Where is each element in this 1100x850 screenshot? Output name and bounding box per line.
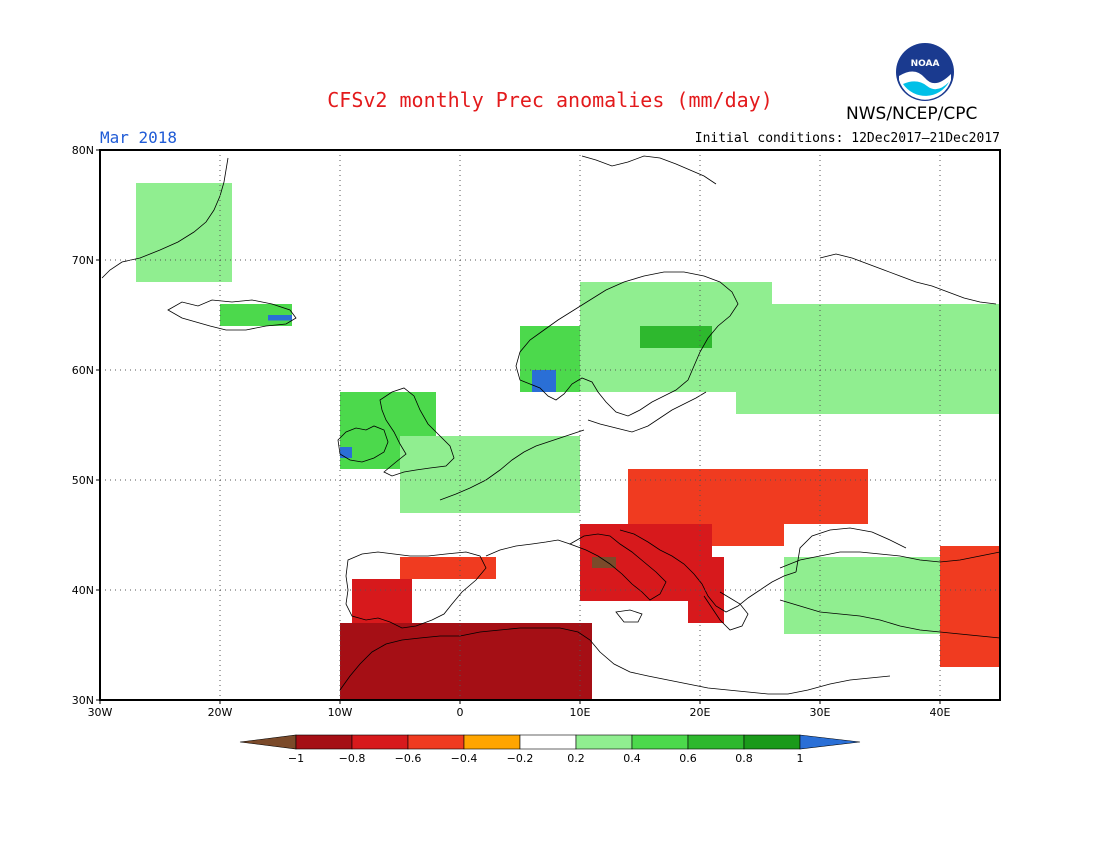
coast-iceland — [167, 299, 297, 331]
logo-text: NOAA — [911, 59, 940, 69]
colorbar-bin — [631, 734, 689, 750]
colorbar-high-arrow — [799, 734, 861, 750]
lon-tick-label: 10E — [570, 706, 591, 719]
anomaly-region — [136, 183, 232, 282]
forecast-month: Mar 2018 — [100, 128, 178, 147]
map-frame — [99, 149, 1001, 701]
colorbar-label: 1 — [797, 752, 804, 765]
coast-france-south — [485, 539, 571, 557]
coast-balkans — [619, 529, 797, 613]
lat-tick-label: 60N — [72, 364, 94, 377]
coast-turkey-south — [779, 599, 1000, 639]
anomaly-region — [340, 623, 592, 700]
anomaly-region — [400, 436, 580, 513]
coast-svalbard — [581, 155, 717, 185]
initial-conditions: Initial conditions: 12Dec2017–21Dec2017 — [694, 131, 1000, 146]
anomaly-region — [400, 557, 496, 579]
colorbar: −1 −0.8 −0.6 −0.4 −0.2 0.2 0.4 0.6 0.8 1 — [239, 734, 861, 765]
colorbar-label: −1 — [288, 752, 304, 765]
coast-baltic — [587, 391, 707, 433]
colorbar-bin — [295, 734, 353, 750]
lat-tick-label: 80N — [72, 144, 94, 157]
colorbar-bin — [351, 734, 409, 750]
colorbar-label: −0.8 — [339, 752, 366, 765]
lat-tick-label: 50N — [72, 474, 94, 487]
colorbar-label: 0.2 — [567, 752, 585, 765]
map-title: CFSv2 monthly Prec anomalies (mm/day) — [327, 88, 773, 112]
anomaly-region — [532, 370, 556, 392]
coast-north-africa — [339, 627, 891, 695]
coast-greece — [703, 591, 749, 631]
anomaly-region — [736, 304, 1000, 414]
lon-tick-label: 20W — [208, 706, 233, 719]
coast-novaya — [819, 253, 997, 305]
map-axes: 30W 20W 10W 0 10E 20E 30E 40E 30N 40N 50N 60N 70N 80N — [72, 144, 951, 719]
anomaly-region — [592, 557, 616, 568]
anomaly-region — [340, 447, 352, 458]
coast-black-sea — [795, 527, 907, 573]
colorbar-label: −0.4 — [451, 752, 478, 765]
anomaly-region — [940, 546, 1000, 667]
lat-tick-label: 40N — [72, 584, 94, 597]
lon-tick-label: 20E — [690, 706, 711, 719]
colorbar-bin — [463, 734, 521, 750]
coast-greenland — [101, 157, 229, 279]
coast-iberia — [345, 551, 487, 629]
anomaly-cells — [136, 183, 1000, 700]
coast-sicily — [615, 609, 643, 623]
coastlines — [101, 155, 1000, 695]
lon-tick-label: 40E — [930, 706, 951, 719]
colorbar-low-arrow — [239, 734, 297, 750]
coast-italy — [569, 533, 667, 601]
anomaly-region — [640, 326, 712, 348]
coast-britain — [379, 387, 455, 477]
lat-tick-label: 30N — [72, 694, 94, 707]
colorbar-label: −0.6 — [395, 752, 422, 765]
colorbar-bin — [575, 734, 633, 750]
colorbar-bin — [687, 734, 745, 750]
coast-turkey — [779, 551, 1000, 569]
lon-tick-label: 30W — [88, 706, 113, 719]
coast-continent-north — [439, 429, 585, 501]
colorbar-label: 0.6 — [679, 752, 697, 765]
lon-tick-label: 0 — [457, 706, 464, 719]
graticule — [100, 150, 1000, 700]
lon-tick-label: 30E — [810, 706, 831, 719]
colorbar-label: 0.8 — [735, 752, 753, 765]
colorbar-label: 0.4 — [623, 752, 641, 765]
noaa-logo-icon: NOAA — [896, 43, 954, 101]
colorbar-bin — [519, 734, 577, 750]
colorbar-bin — [407, 734, 465, 750]
colorbar-bin — [743, 734, 801, 750]
coast-scandinavia — [515, 271, 739, 417]
anomaly-region — [268, 315, 292, 321]
anomaly-region — [784, 469, 868, 524]
coast-ireland — [337, 425, 389, 463]
agency-label: NWS/NCEP/CPC — [846, 104, 978, 124]
colorbar-label: −0.2 — [507, 752, 534, 765]
lon-tick-label: 10W — [328, 706, 353, 719]
lat-tick-label: 70N — [72, 254, 94, 267]
